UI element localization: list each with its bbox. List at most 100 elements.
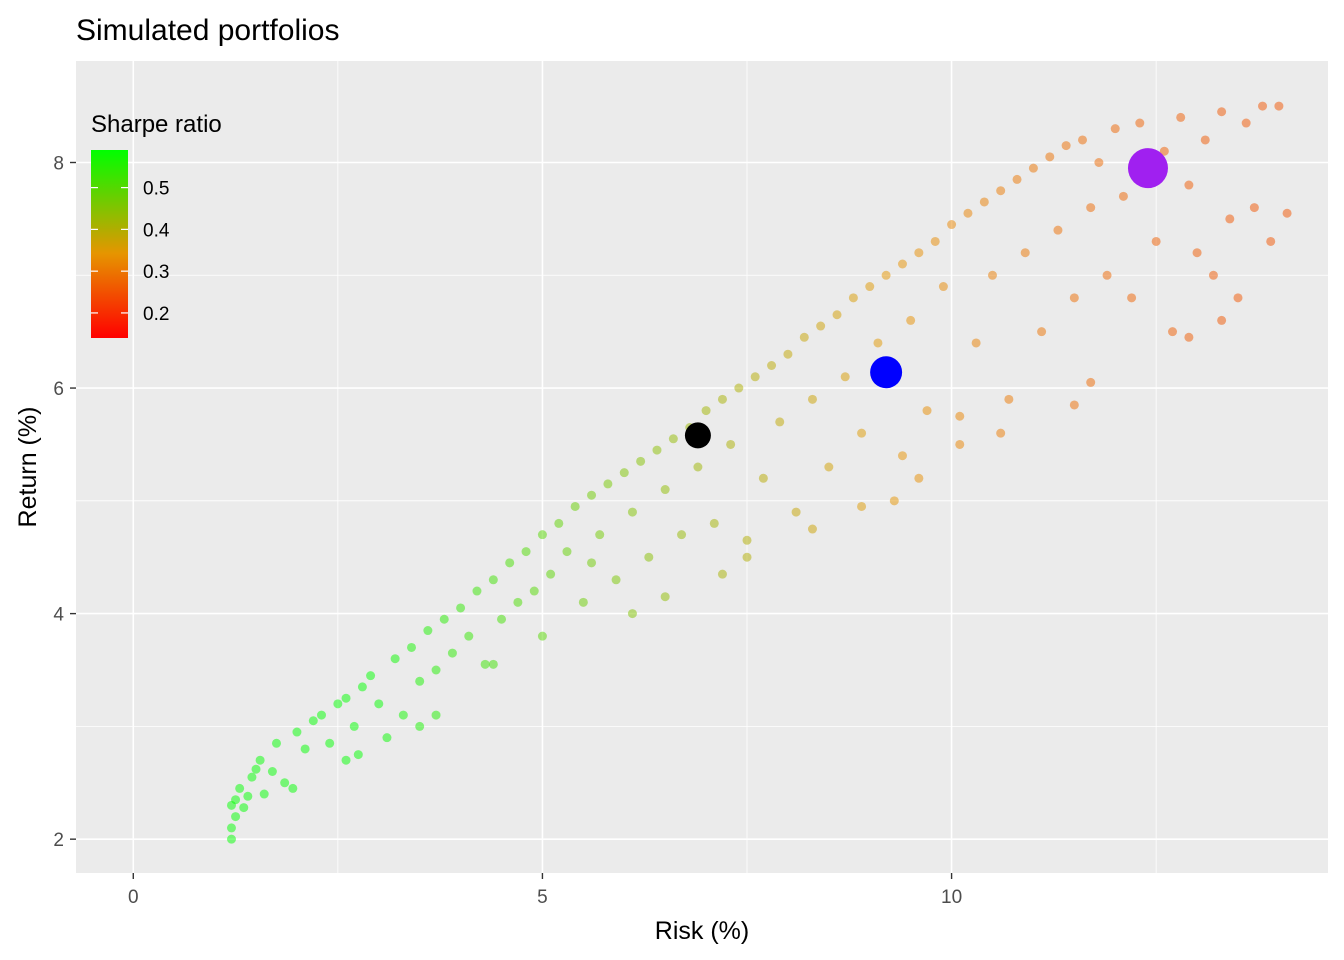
- scatter-point: [1045, 152, 1055, 162]
- scatter-point: [280, 778, 290, 788]
- scatter-point: [767, 361, 777, 370]
- scatter-point: [652, 445, 662, 455]
- scatter-point: [546, 569, 556, 579]
- scatter-point: [971, 338, 981, 348]
- scatter-point: [922, 406, 932, 416]
- scatter-point: [636, 456, 646, 466]
- scatter-point: [1028, 163, 1038, 173]
- scatter-point: [259, 789, 269, 799]
- y-axis-title: Return (%): [14, 407, 42, 528]
- scatter-point: [807, 524, 817, 534]
- scatter-point: [881, 270, 891, 280]
- scatter-point: [447, 648, 457, 658]
- legend-break-label: 0.2: [143, 304, 169, 325]
- scatter-point: [947, 220, 957, 230]
- scatter-point: [267, 767, 277, 776]
- scatter-point: [1069, 400, 1079, 410]
- scatter-point: [374, 699, 384, 709]
- scatter-point: [603, 479, 613, 489]
- scatter-point: [1241, 118, 1251, 128]
- scatter-point: [341, 755, 351, 765]
- highlighted-portfolio-point: [684, 422, 711, 449]
- scatter-point: [996, 428, 1006, 438]
- scatter-point: [758, 473, 768, 483]
- scatter-point: [857, 428, 867, 438]
- y-tick-label: 2: [53, 830, 64, 851]
- scatter-point: [431, 710, 441, 720]
- scatter-point: [840, 372, 850, 382]
- scatter-point: [644, 552, 654, 562]
- scatter-point: [431, 665, 441, 675]
- scatter-point: [1110, 124, 1120, 134]
- scatter-point: [1249, 203, 1259, 213]
- scatter-point: [1127, 293, 1137, 303]
- x-tick-label: 5: [537, 887, 548, 908]
- scatter-point: [1102, 270, 1112, 280]
- scatter-point: [226, 823, 236, 833]
- scatter-point: [930, 236, 940, 246]
- legend-break-label: 0.3: [143, 262, 169, 283]
- scatter-point: [570, 501, 580, 511]
- scatter-point: [472, 586, 482, 596]
- scatter-point: [873, 338, 883, 348]
- scatter-point: [415, 676, 425, 686]
- scatter-point: [701, 406, 711, 416]
- scatter-point: [1266, 236, 1276, 246]
- scatter-point: [619, 468, 629, 478]
- scatter-point: [660, 485, 670, 495]
- scatter-point: [1094, 158, 1104, 167]
- scatter-point: [1258, 101, 1268, 111]
- legend-break-label: 0.4: [143, 220, 170, 241]
- scatter-point: [791, 507, 801, 517]
- scatter-point: [1151, 236, 1161, 246]
- scatter-point: [742, 535, 752, 545]
- chart-title: Simulated portfolios: [76, 14, 339, 47]
- y-tick-label: 8: [53, 154, 64, 175]
- scatter-point: [1200, 135, 1210, 145]
- scatter-point: [1217, 107, 1227, 117]
- scatter-point: [1184, 332, 1194, 342]
- scatter-point: [1012, 174, 1022, 184]
- scatter-point: [349, 721, 359, 731]
- scatter-point: [513, 597, 523, 607]
- axis-ticks: 0 5 10 2 4 6 8: [53, 154, 962, 909]
- scatter-point: [938, 282, 948, 292]
- scatter-point: [996, 186, 1006, 196]
- scatter-point: [505, 558, 515, 568]
- scatter-point: [955, 411, 965, 421]
- scatter-point: [734, 383, 744, 393]
- scatter-point: [239, 803, 249, 813]
- scatter-point: [587, 558, 597, 568]
- scatter-point: [668, 434, 678, 444]
- scatter-point: [1233, 293, 1243, 303]
- y-tick-label: 4: [53, 605, 64, 626]
- scatter-point: [235, 783, 245, 793]
- scatter-point: [1086, 377, 1096, 387]
- scatter-point: [398, 710, 408, 720]
- x-axis-title: Risk (%): [655, 917, 749, 945]
- scatter-point: [288, 783, 298, 793]
- legend: Sharpe ratio 0.5 0.4 0.3 0.2: [91, 111, 222, 338]
- scatter-point: [979, 197, 989, 207]
- scatter-point: [562, 547, 572, 557]
- scatter-point: [226, 834, 236, 844]
- scatter-point: [407, 642, 417, 652]
- scatter-point: [914, 248, 924, 258]
- highlighted-portfolio-point: [870, 356, 903, 389]
- scatter-point: [1192, 248, 1202, 258]
- scatter-point: [251, 764, 261, 774]
- scatter-point: [1061, 141, 1071, 151]
- scatter-point: [423, 626, 433, 636]
- scatter-point: [247, 772, 257, 782]
- scatter-point: [897, 451, 907, 461]
- scatter-point: [255, 755, 265, 765]
- highlighted-portfolio-point: [1127, 148, 1168, 189]
- scatter-point: [1274, 101, 1284, 111]
- scatter-point: [824, 462, 834, 472]
- scatter-point: [243, 791, 253, 801]
- y-tick-label: 6: [53, 379, 64, 400]
- scatter-point: [889, 496, 899, 506]
- scatter-point: [497, 614, 507, 624]
- scatter-point: [439, 614, 449, 624]
